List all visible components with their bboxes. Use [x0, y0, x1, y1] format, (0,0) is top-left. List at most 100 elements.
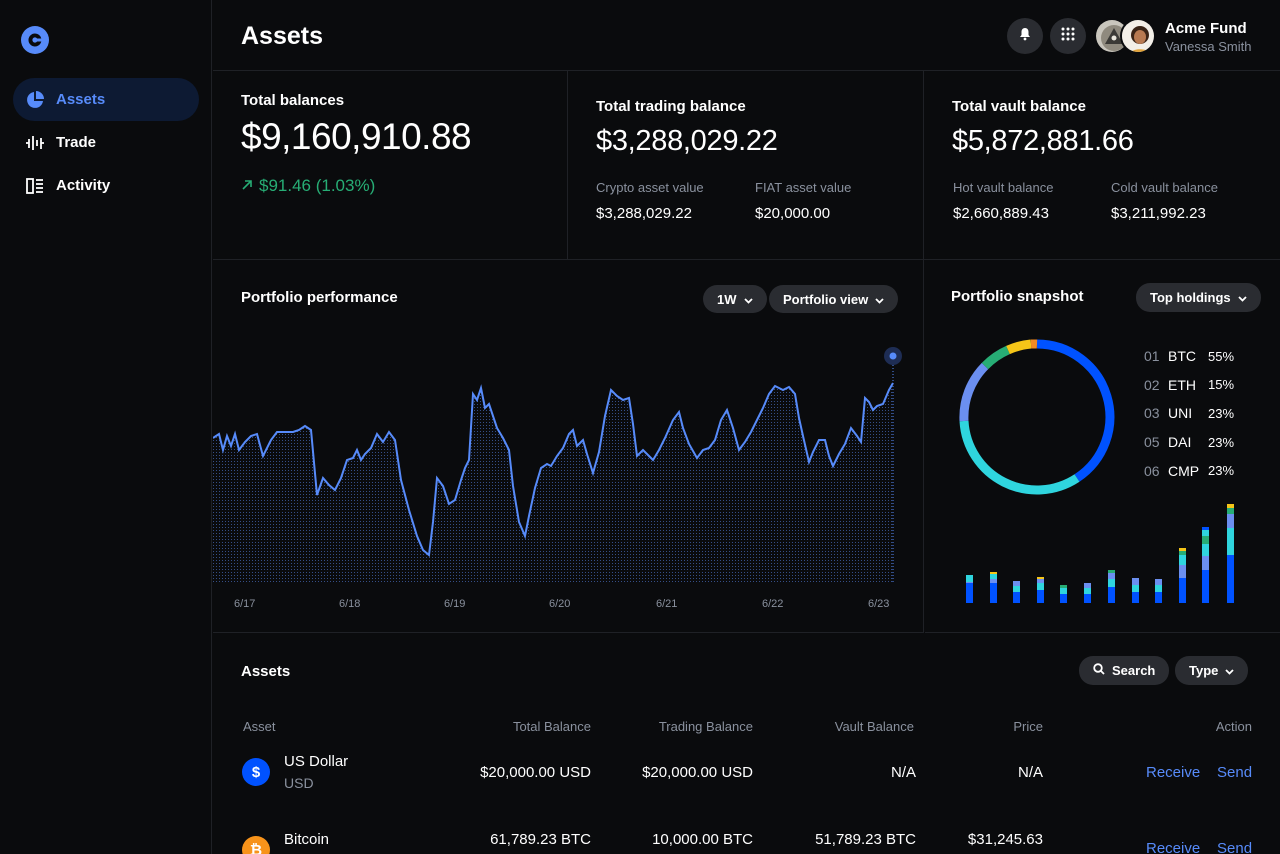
stacked-bar — [1013, 581, 1020, 603]
view-dropdown[interactable]: Portfolio view — [769, 285, 899, 313]
card-title: Total balances — [241, 92, 345, 109]
chevron-down-icon — [1238, 290, 1247, 305]
view-label: Portfolio view — [783, 291, 869, 307]
current-marker-dot — [889, 352, 897, 360]
type-filter-label: Type — [1189, 663, 1219, 678]
trading-balance-value: $3,288,029.22 — [596, 125, 778, 157]
sidebar-item-assets[interactable]: Assets — [13, 78, 199, 121]
vault-balance-cell: 51,789.23 BTC — [815, 831, 916, 848]
receive-link[interactable]: Receive — [1146, 840, 1201, 854]
x-tick: 6/21 — [656, 598, 678, 610]
user-name: Vanessa Smith — [1165, 39, 1252, 54]
stacked-bar — [990, 572, 997, 603]
notifications-button[interactable] — [1007, 18, 1043, 54]
holdings-bar-chart — [966, 504, 1234, 603]
type-filter-dropdown[interactable]: Type — [1175, 656, 1249, 685]
stacked-bar — [1132, 578, 1139, 603]
bell-icon — [1018, 27, 1032, 46]
legend-index: 02 — [1144, 376, 1160, 393]
legend-symbol: UNI — [1168, 405, 1193, 422]
fiat-asset-value: $20,000.00 — [755, 205, 831, 222]
search-button[interactable]: Search — [1079, 656, 1170, 685]
chevron-down-icon — [875, 292, 884, 307]
legend-percent: 23% — [1208, 463, 1235, 479]
activity-list-icon — [25, 176, 45, 196]
performance-line — [213, 382, 894, 557]
hot-vault-label: Hot vault balance — [953, 180, 1054, 195]
portfolio-snapshot-panel: Portfolio snapshot Top holdings — [925, 260, 1280, 633]
legend-item[interactable]: 03 UNI 23% — [1144, 399, 1264, 428]
bitcoin-coin-icon: ₿ — [242, 836, 270, 854]
cold-vault-label: Cold vault balance — [1111, 180, 1218, 195]
asset-code: USD — [284, 775, 314, 791]
holdings-filter-label: Top holdings — [1150, 290, 1231, 305]
column-header-trading-balance[interactable]: Trading Balance — [658, 719, 753, 734]
sidebar-item-trade[interactable]: Trade — [13, 121, 199, 164]
stacked-bar — [966, 575, 973, 603]
column-header-price[interactable]: Price — [1013, 719, 1043, 734]
asset-name: Bitcoin — [284, 831, 330, 848]
top-header: Assets — [213, 0, 1280, 71]
x-tick: 6/20 — [549, 598, 571, 610]
sidebar-item-label: Assets — [56, 91, 106, 108]
legend-item[interactable]: 06 CMP 23% — [1144, 456, 1264, 485]
card-title: Total trading balance — [596, 98, 746, 115]
stacked-bar — [1202, 527, 1209, 603]
balance-change: $91.46 (1.03%) — [241, 176, 375, 196]
performance-line-chart — [213, 347, 902, 582]
holdings-filter-dropdown[interactable]: Top holdings — [1136, 283, 1261, 312]
column-header-asset[interactable]: Asset — [243, 719, 276, 734]
price-cell: $31,245.63 — [967, 831, 1043, 848]
total-balance-cell: $20,000.00 USD — [480, 764, 591, 781]
legend-index: 03 — [1144, 405, 1160, 422]
legend-symbol: BTC — [1168, 348, 1196, 365]
stacked-bar — [1084, 583, 1091, 603]
trading-balance-card: Total trading balance $3,288,029.22 Cryp… — [568, 71, 924, 260]
legend-index: 06 — [1144, 462, 1160, 479]
donut-segment-cmp — [1006, 339, 1032, 355]
donut-segment-uni — [959, 362, 989, 422]
holdings-donut — [959, 339, 1115, 495]
column-header-vault-balance[interactable]: Vault Balance — [834, 719, 914, 734]
fiat-asset-label: FIAT asset value — [755, 180, 852, 195]
coinbase-logo-icon[interactable] — [20, 25, 50, 55]
x-tick: 6/23 — [868, 598, 890, 610]
legend-symbol: CMP — [1168, 462, 1200, 479]
sidebar-item-activity[interactable]: Activity — [13, 164, 199, 207]
arrow-up-right-icon — [241, 176, 253, 196]
candlestick-icon — [25, 133, 45, 153]
legend-item[interactable]: 05 DAI 23% — [1144, 428, 1264, 457]
legend-percent: 23% — [1208, 434, 1235, 450]
vault-balance-card: Total vault balance $5,872,881.66 Hot va… — [924, 71, 1280, 260]
column-header-total-balance[interactable]: Total Balance — [512, 719, 591, 734]
time-range-dropdown[interactable]: 1W — [703, 285, 767, 313]
apps-grid-button[interactable] — [1050, 18, 1086, 54]
legend-index: 01 — [1144, 348, 1160, 365]
pie-chart-icon — [25, 90, 45, 110]
performance-area — [213, 383, 893, 582]
snapshot-graphics — [959, 339, 1234, 603]
donut-segment-eth — [959, 420, 1080, 495]
send-link[interactable]: Send — [1217, 840, 1253, 854]
search-icon — [1093, 663, 1105, 678]
x-tick: 6/22 — [762, 598, 784, 610]
receive-link[interactable]: Receive — [1146, 764, 1201, 781]
legend-item[interactable]: 02 ETH 15% — [1144, 371, 1264, 400]
total-balance-value: $9,160,910.88 — [241, 116, 472, 157]
price-cell: N/A — [1017, 764, 1043, 781]
send-link[interactable]: Send — [1217, 764, 1253, 781]
legend-item[interactable]: 01 BTC 55% — [1144, 342, 1264, 371]
hot-vault-value: $2,660,889.43 — [953, 205, 1049, 222]
assets-table-section: Assets Search Type Asset Total Balance T… — [213, 634, 1280, 854]
user-avatar[interactable] — [1120, 18, 1156, 54]
crypto-asset-label: Crypto asset value — [596, 180, 704, 195]
vault-balance-value: $5,872,881.66 — [952, 125, 1134, 157]
sidebar-item-label: Trade — [56, 134, 97, 151]
column-header-action: Action — [1215, 719, 1252, 734]
grid-icon — [1061, 27, 1075, 46]
dollar-coin-icon: $ — [242, 758, 270, 786]
holdings-legend: 01 BTC 55% 02 ETH 15% 03 UNI 23% 05 DAI … — [1144, 342, 1264, 485]
sidebar-item-label: Activity — [56, 177, 111, 194]
trading-balance-cell: 10,000.00 BTC — [652, 831, 753, 848]
x-tick: 6/17 — [234, 598, 256, 610]
